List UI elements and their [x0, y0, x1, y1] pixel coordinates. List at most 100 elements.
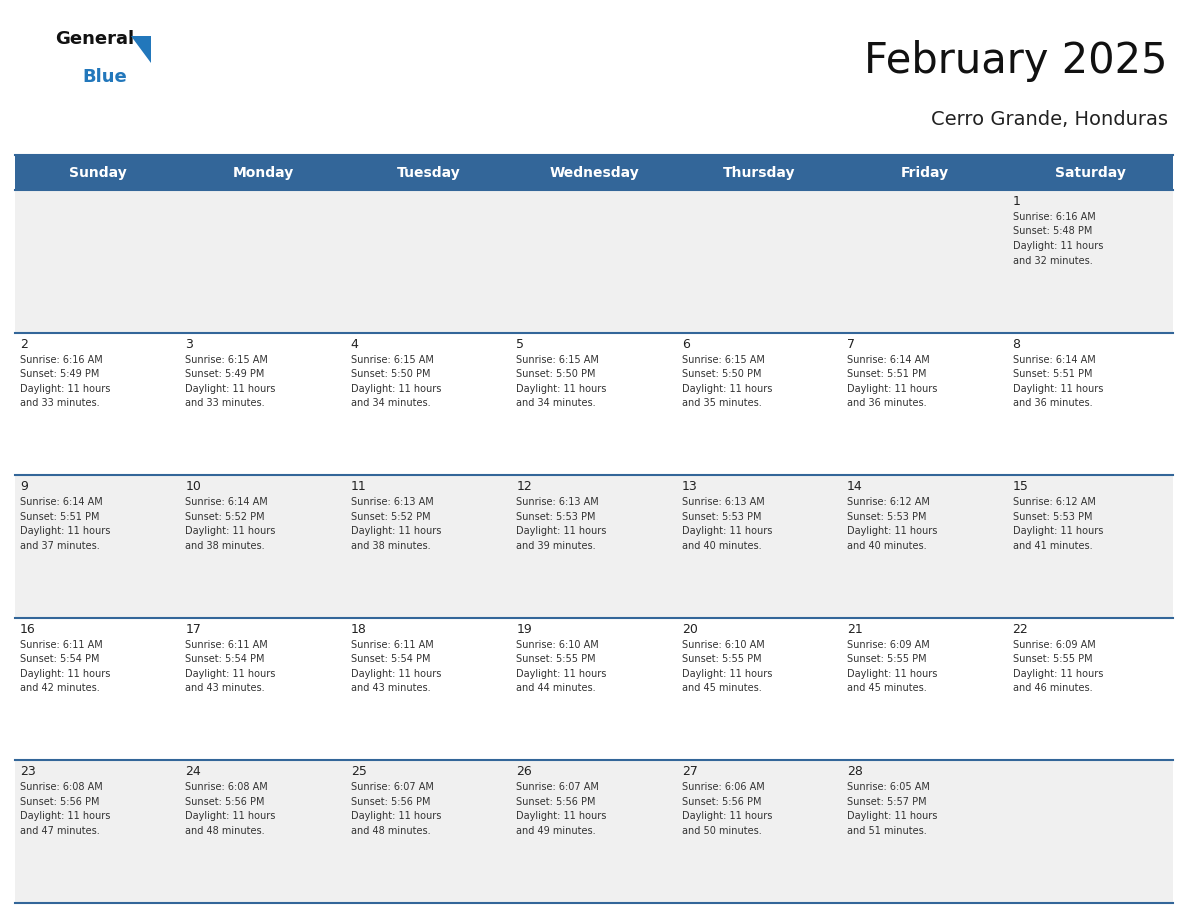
Text: Sunset: 5:55 PM: Sunset: 5:55 PM: [847, 655, 927, 665]
Text: 27: 27: [682, 766, 697, 778]
Text: Sunset: 5:50 PM: Sunset: 5:50 PM: [517, 369, 596, 379]
Text: 8: 8: [1012, 338, 1020, 351]
Text: Daylight: 11 hours: Daylight: 11 hours: [682, 526, 772, 536]
Text: 3: 3: [185, 338, 194, 351]
Text: Sunrise: 6:13 AM: Sunrise: 6:13 AM: [682, 498, 764, 508]
Text: Sunrise: 6:07 AM: Sunrise: 6:07 AM: [350, 782, 434, 792]
Text: 13: 13: [682, 480, 697, 493]
Text: 24: 24: [185, 766, 201, 778]
Text: 18: 18: [350, 622, 367, 636]
Text: and 46 minutes.: and 46 minutes.: [1012, 683, 1092, 693]
Text: and 39 minutes.: and 39 minutes.: [517, 541, 596, 551]
Text: Thursday: Thursday: [723, 165, 796, 180]
Text: Daylight: 11 hours: Daylight: 11 hours: [350, 526, 441, 536]
Bar: [15, 190, 1173, 332]
Text: Sunrise: 6:14 AM: Sunrise: 6:14 AM: [847, 354, 930, 364]
Text: Daylight: 11 hours: Daylight: 11 hours: [682, 669, 772, 678]
Text: Sunset: 5:51 PM: Sunset: 5:51 PM: [20, 511, 100, 521]
Text: 10: 10: [185, 480, 201, 493]
Text: Sunrise: 6:11 AM: Sunrise: 6:11 AM: [20, 640, 102, 650]
Text: and 48 minutes.: and 48 minutes.: [185, 826, 265, 836]
Text: Sunrise: 6:16 AM: Sunrise: 6:16 AM: [20, 354, 102, 364]
Text: Blue: Blue: [82, 68, 127, 86]
Text: 6: 6: [682, 338, 689, 351]
Text: Daylight: 11 hours: Daylight: 11 hours: [20, 669, 110, 678]
Text: Sunrise: 6:09 AM: Sunrise: 6:09 AM: [847, 640, 930, 650]
Text: Sunset: 5:53 PM: Sunset: 5:53 PM: [847, 511, 927, 521]
Text: Sunrise: 6:10 AM: Sunrise: 6:10 AM: [517, 640, 599, 650]
Text: Daylight: 11 hours: Daylight: 11 hours: [1012, 384, 1102, 394]
Text: Wednesday: Wednesday: [549, 165, 639, 180]
Text: and 48 minutes.: and 48 minutes.: [350, 826, 430, 836]
Text: 9: 9: [20, 480, 27, 493]
Text: Sunrise: 6:08 AM: Sunrise: 6:08 AM: [185, 782, 268, 792]
Text: Sunset: 5:52 PM: Sunset: 5:52 PM: [350, 511, 430, 521]
Text: Sunset: 5:51 PM: Sunset: 5:51 PM: [847, 369, 927, 379]
Text: Sunset: 5:55 PM: Sunset: 5:55 PM: [517, 655, 596, 665]
Text: and 42 minutes.: and 42 minutes.: [20, 683, 100, 693]
Text: Sunset: 5:56 PM: Sunset: 5:56 PM: [517, 797, 596, 807]
Text: Daylight: 11 hours: Daylight: 11 hours: [847, 384, 937, 394]
Text: and 35 minutes.: and 35 minutes.: [682, 398, 762, 409]
Text: Sunrise: 6:06 AM: Sunrise: 6:06 AM: [682, 782, 764, 792]
Text: 4: 4: [350, 338, 359, 351]
Text: and 40 minutes.: and 40 minutes.: [682, 541, 762, 551]
Text: and 43 minutes.: and 43 minutes.: [350, 683, 430, 693]
Text: Daylight: 11 hours: Daylight: 11 hours: [350, 669, 441, 678]
Text: Sunrise: 6:11 AM: Sunrise: 6:11 AM: [350, 640, 434, 650]
Text: and 36 minutes.: and 36 minutes.: [847, 398, 927, 409]
Text: Sunset: 5:55 PM: Sunset: 5:55 PM: [682, 655, 762, 665]
Text: Sunrise: 6:16 AM: Sunrise: 6:16 AM: [1012, 212, 1095, 222]
Text: Sunset: 5:48 PM: Sunset: 5:48 PM: [1012, 227, 1092, 237]
Text: 19: 19: [517, 622, 532, 636]
Text: 20: 20: [682, 622, 697, 636]
Text: and 33 minutes.: and 33 minutes.: [20, 398, 100, 409]
Text: Sunrise: 6:15 AM: Sunrise: 6:15 AM: [185, 354, 268, 364]
Text: Sunrise: 6:11 AM: Sunrise: 6:11 AM: [185, 640, 268, 650]
Text: Sunrise: 6:09 AM: Sunrise: 6:09 AM: [1012, 640, 1095, 650]
Text: and 43 minutes.: and 43 minutes.: [185, 683, 265, 693]
Text: Sunset: 5:53 PM: Sunset: 5:53 PM: [517, 511, 596, 521]
Text: Daylight: 11 hours: Daylight: 11 hours: [185, 384, 276, 394]
Text: Sunset: 5:54 PM: Sunset: 5:54 PM: [350, 655, 430, 665]
Text: Daylight: 11 hours: Daylight: 11 hours: [847, 812, 937, 822]
Text: Sunset: 5:49 PM: Sunset: 5:49 PM: [185, 369, 265, 379]
Text: and 37 minutes.: and 37 minutes.: [20, 541, 100, 551]
Text: Daylight: 11 hours: Daylight: 11 hours: [1012, 241, 1102, 251]
Text: Sunrise: 6:07 AM: Sunrise: 6:07 AM: [517, 782, 599, 792]
Text: Daylight: 11 hours: Daylight: 11 hours: [682, 812, 772, 822]
Text: and 49 minutes.: and 49 minutes.: [517, 826, 596, 836]
Text: Sunrise: 6:12 AM: Sunrise: 6:12 AM: [1012, 498, 1095, 508]
Text: 26: 26: [517, 766, 532, 778]
Text: Sunrise: 6:10 AM: Sunrise: 6:10 AM: [682, 640, 764, 650]
Text: Daylight: 11 hours: Daylight: 11 hours: [517, 812, 607, 822]
Text: Daylight: 11 hours: Daylight: 11 hours: [847, 669, 937, 678]
Text: Sunset: 5:51 PM: Sunset: 5:51 PM: [1012, 369, 1092, 379]
Text: 11: 11: [350, 480, 367, 493]
Text: Sunrise: 6:15 AM: Sunrise: 6:15 AM: [517, 354, 599, 364]
Text: 21: 21: [847, 622, 862, 636]
Text: Daylight: 11 hours: Daylight: 11 hours: [682, 384, 772, 394]
Text: Sunset: 5:54 PM: Sunset: 5:54 PM: [20, 655, 100, 665]
Text: Daylight: 11 hours: Daylight: 11 hours: [185, 812, 276, 822]
Text: and 40 minutes.: and 40 minutes.: [847, 541, 927, 551]
Text: 12: 12: [517, 480, 532, 493]
Text: Sunset: 5:56 PM: Sunset: 5:56 PM: [20, 797, 100, 807]
Text: 7: 7: [847, 338, 855, 351]
Text: 14: 14: [847, 480, 862, 493]
Text: and 45 minutes.: and 45 minutes.: [682, 683, 762, 693]
Text: Daylight: 11 hours: Daylight: 11 hours: [1012, 526, 1102, 536]
Bar: [15, 155, 1173, 190]
Text: and 34 minutes.: and 34 minutes.: [517, 398, 596, 409]
Text: Daylight: 11 hours: Daylight: 11 hours: [350, 384, 441, 394]
Text: and 38 minutes.: and 38 minutes.: [185, 541, 265, 551]
Text: 23: 23: [20, 766, 36, 778]
Text: Sunrise: 6:14 AM: Sunrise: 6:14 AM: [185, 498, 268, 508]
Text: General: General: [55, 30, 134, 48]
Text: Sunset: 5:52 PM: Sunset: 5:52 PM: [185, 511, 265, 521]
Text: Sunrise: 6:15 AM: Sunrise: 6:15 AM: [682, 354, 765, 364]
Text: 22: 22: [1012, 622, 1029, 636]
Text: February 2025: February 2025: [865, 40, 1168, 82]
Text: Daylight: 11 hours: Daylight: 11 hours: [20, 812, 110, 822]
Text: Sunset: 5:56 PM: Sunset: 5:56 PM: [682, 797, 762, 807]
